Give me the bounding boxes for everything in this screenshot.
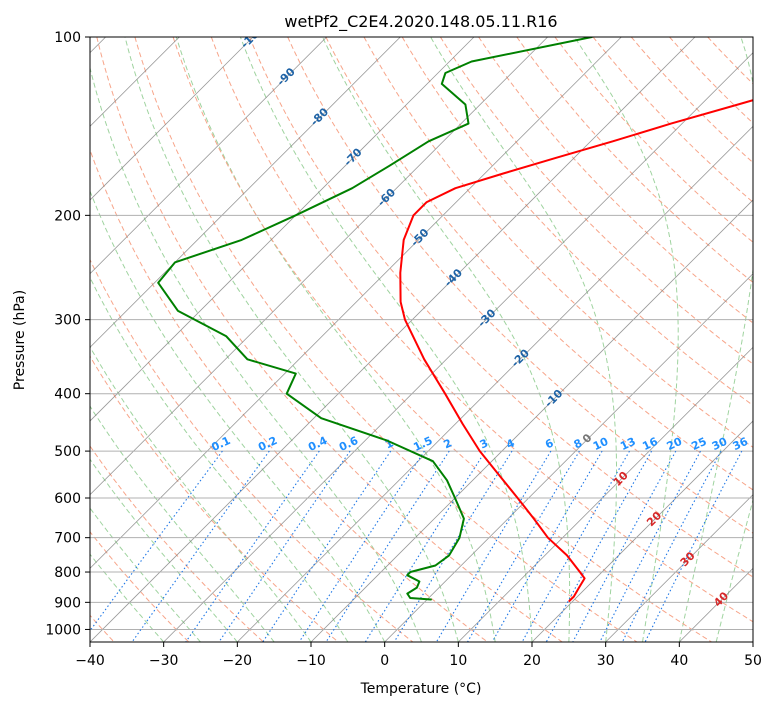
x-tick-label: 30 [597, 653, 615, 669]
chart-title: wetPf2_C2E4.2020.148.05.11.R16 [284, 12, 557, 32]
dry-adiabat-line [478, 37, 753, 324]
isotherm-line [90, 37, 401, 348]
moist-adiabat-line [715, 498, 753, 642]
isotherm-line [90, 37, 696, 642]
y-axis: 100 200 300 400 500 600 700 800 900 1000 [45, 30, 90, 638]
mixing-ratio-label: 16 [640, 435, 660, 453]
dry-adiabat-line [401, 37, 753, 406]
isotherm-line [237, 125, 753, 642]
moist-adiabat-line [175, 37, 496, 642]
moist-adiabat-line [90, 189, 386, 642]
isotherm-line [90, 37, 254, 201]
y-tick-label: 100 [54, 30, 81, 46]
pressure-grid [90, 37, 753, 630]
mixing-ratio-line [621, 450, 722, 642]
dry-adiabat-line [90, 445, 264, 642]
mixing-ratio-label: 36 [731, 435, 751, 453]
mixing-ratio-line [521, 450, 630, 642]
x-tick-label: 50 [744, 653, 762, 669]
x-tick-label: −40 [75, 653, 105, 669]
x-tick-label: −30 [149, 653, 179, 669]
dry-adiabat-line [90, 258, 414, 642]
y-axis-label: Pressure (hPa) [12, 290, 28, 390]
mixing-ratio-line [185, 450, 320, 642]
x-tick-label: 40 [670, 653, 688, 669]
x-tick-label: 20 [523, 653, 541, 669]
plot-background [90, 37, 753, 642]
dry-adiabat-line [210, 37, 753, 623]
dry-adiabat-line [90, 355, 339, 642]
mixing-ratio-line [90, 450, 223, 632]
isotherm-line [310, 199, 753, 642]
moist-adiabat-line [430, 37, 617, 642]
mixing-ratio-line [599, 450, 701, 642]
mixing-ratio-line [491, 450, 603, 642]
skewed-isotherms [90, 37, 753, 642]
mixing-ratio-line [262, 450, 392, 642]
x-tick-label: −20 [223, 653, 253, 669]
sounding-series [157, 37, 753, 602]
moist-adiabat-line [90, 405, 275, 642]
y-tick-label: 700 [54, 531, 81, 547]
dry-adiabat-line [325, 37, 753, 491]
x-tick-label: −10 [296, 653, 326, 669]
mixing-ratio-line [545, 450, 653, 642]
y-tick-label: 900 [54, 595, 81, 611]
x-axis: −40 −30 −20 −10 0 10 20 30 40 50 [75, 642, 762, 669]
mixing-ratio-line [298, 450, 425, 642]
moist-adiabat-line [90, 458, 238, 642]
moist-adiabat-line [239, 37, 533, 642]
mixing-ratio-line [218, 450, 351, 642]
isotherm-line [163, 52, 753, 642]
dry-adiabat-line [134, 37, 638, 642]
y-tick-label: 200 [54, 208, 81, 224]
mixing-ratio-line [644, 450, 743, 642]
dry-adiabat-line [90, 148, 488, 642]
y-tick-label: 300 [54, 313, 81, 329]
dry-adiabat-line [363, 37, 753, 448]
y-tick-label: 600 [54, 491, 81, 507]
plot-frame [89, 36, 754, 643]
isotherm-line [384, 273, 753, 642]
isotherm-line [531, 420, 753, 642]
mixing-ratio-label: 13 [618, 435, 637, 453]
moist-adiabat-line [574, 37, 679, 642]
moist-adiabat-line [90, 65, 422, 642]
isotherm-line [605, 494, 753, 642]
dewpoint-line [157, 37, 593, 601]
moist-adiabat-line [124, 37, 459, 642]
isotherm-line [90, 37, 327, 275]
dry-adiabat-line [172, 37, 712, 642]
y-tick-label: 400 [54, 387, 81, 403]
x-tick-label: 0 [380, 653, 389, 669]
temperature-line [399, 99, 753, 602]
dry-adiabat-line [439, 37, 753, 365]
mixing-ratio-label: 20 [665, 435, 685, 453]
dry-adiabat-line [90, 531, 190, 642]
mixing-ratio-line [572, 450, 677, 642]
plot-area: 0.1 0.2 0.4 0.6 1 1.5 2 3 4 6 8 10 13 16 20 25 30 36-100-… [90, 37, 753, 642]
y-tick-label: 1000 [45, 622, 81, 638]
mixing-ratio-label: 25 [689, 435, 708, 453]
y-tick-label: 500 [54, 444, 81, 460]
isotherm-line [90, 37, 475, 422]
mixing-ratio-label: 10 [591, 435, 611, 453]
dry-adiabat-line [96, 37, 563, 642]
isotherm-line [90, 37, 622, 569]
mixing-ratio-lines [90, 450, 743, 642]
moist-adiabat-line [90, 276, 349, 642]
mixing-ratio-line [393, 450, 513, 642]
isotherm-line [90, 37, 548, 496]
x-tick-label: 10 [449, 653, 467, 669]
y-tick-label: 800 [54, 565, 81, 581]
mixing-ratio-label: 30 [710, 435, 730, 453]
x-axis-label: Temperature (°C) [360, 681, 482, 697]
isotherm-line [458, 346, 753, 642]
dry-adiabat-line [516, 37, 753, 284]
isotherm-line [752, 641, 753, 642]
